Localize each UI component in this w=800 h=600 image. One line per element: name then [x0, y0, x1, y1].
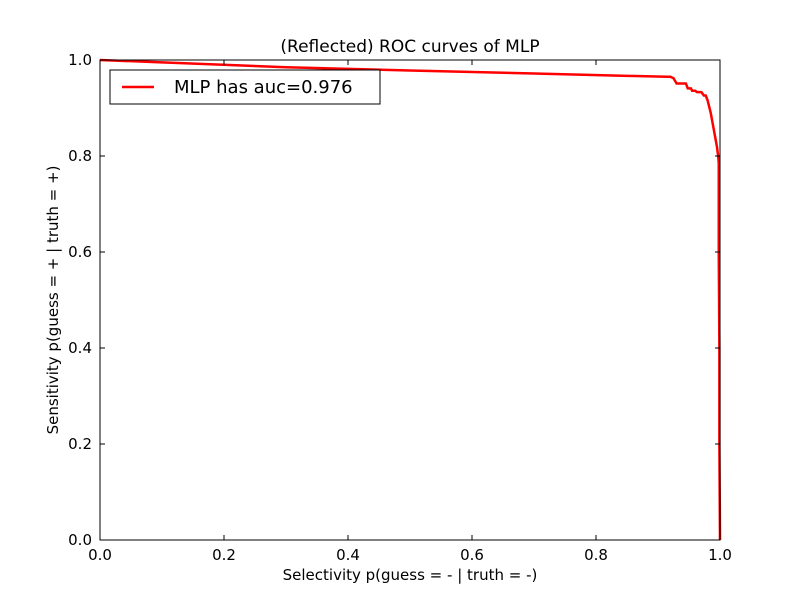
- x-tick-label-3: 0.6: [460, 546, 484, 564]
- x-tick-label-2: 0.4: [336, 546, 360, 564]
- legend-box: [109, 69, 381, 105]
- y-tick-label-5: 1.0: [68, 51, 92, 69]
- y-tick-label-4: 0.8: [68, 147, 92, 165]
- legend-label: MLP has auc=0.976: [174, 77, 353, 98]
- y-axis-label: Sensitivity p(guess = + | truth = +): [44, 166, 62, 435]
- chart-title: (Reflected) ROC curves of MLP: [280, 37, 539, 57]
- legend: MLP has auc=0.976: [109, 69, 381, 105]
- x-tick-label-4: 0.8: [584, 546, 608, 564]
- axes-frame: [99, 59, 721, 541]
- plot-area: 0.0 0.2 0.4 0.6 0.8 1.0 0.0 0.2 0.4 0.6 0.8 1.0: [68, 51, 732, 564]
- y-tick-label-0: 0.0: [68, 531, 92, 549]
- x-tick-label-1: 0.2: [212, 546, 236, 564]
- x-tick-label-0: 0.0: [88, 546, 112, 564]
- y-tick-label-2: 0.4: [68, 339, 92, 357]
- x-axis-label: Selectivity p(guess = - | truth = -): [283, 566, 538, 584]
- series-line-0: [99, 58, 722, 541]
- y-tick-label-1: 0.2: [68, 435, 92, 453]
- y-tick-label-3: 0.6: [68, 243, 92, 261]
- x-tick-label-5: 1.0: [708, 546, 732, 564]
